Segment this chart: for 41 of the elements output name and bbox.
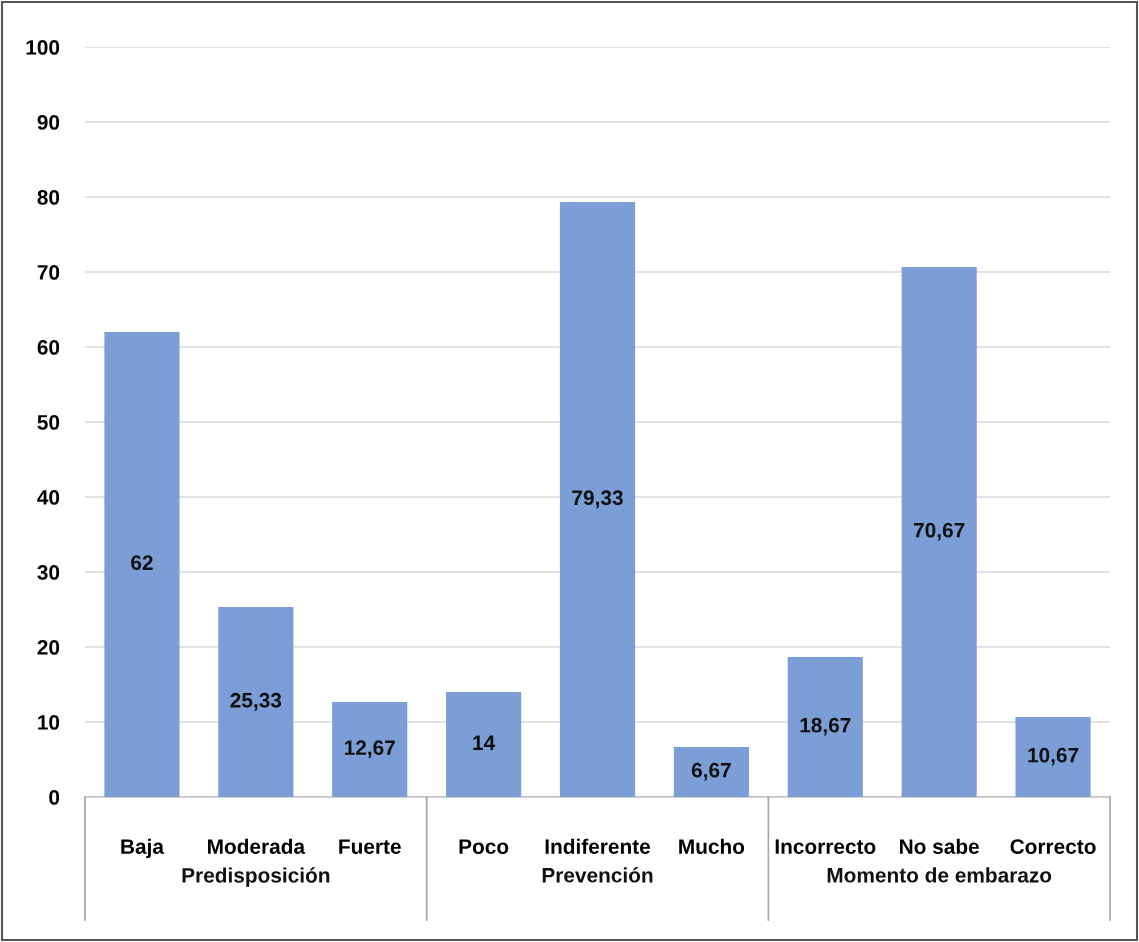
data-label: 10,67 [1028, 747, 1079, 766]
bar [901, 266, 977, 797]
x-tick-label: Baja [121, 838, 165, 859]
text: Momento de embarazo [827, 867, 1052, 883]
x-tick-label: Incorrecto [775, 839, 876, 854]
data-label: 12,67 [344, 740, 395, 759]
bar [559, 202, 636, 797]
y-tick-label: 100 [26, 40, 60, 55]
bar [787, 656, 863, 797]
y-tick-label: 20 [37, 640, 60, 655]
data-label: 25,33 [230, 692, 282, 711]
x-tick-label: Indiferente [545, 838, 651, 854]
data-label: 62 [131, 555, 153, 571]
y-tick-label: 80 [37, 190, 60, 205]
y-tick-label: 40 [37, 490, 60, 505]
y-tick-label: 50 [37, 415, 60, 430]
data-label: 6,67 [691, 762, 731, 781]
y-tick-label: 0 [49, 790, 60, 805]
data-label: 14 [473, 735, 496, 750]
bar [446, 692, 522, 797]
y-tick-label: 10 [38, 715, 60, 730]
text: Prevención [542, 867, 653, 883]
data-label: 18,67 [800, 717, 851, 736]
data-label: 70,67 [914, 522, 965, 541]
x-tick-label: Mucho [679, 838, 745, 854]
y-tick-label: 30 [37, 565, 60, 580]
x-tick-label: Fuerte [339, 839, 401, 854]
x-tick-label: Moderada [208, 838, 306, 854]
x-tick-label: No sabe [900, 838, 979, 854]
bar [673, 746, 749, 797]
y-tick-label: 70 [37, 265, 60, 280]
bar [218, 607, 294, 797]
text: Predisposición [182, 867, 330, 887]
x-tick-label: Poco [459, 839, 509, 854]
bar [332, 701, 408, 797]
x-tick-label: Correcto [1010, 839, 1096, 854]
bar [1015, 716, 1091, 797]
data-label: 79,33 [572, 490, 623, 509]
bar [104, 332, 180, 797]
y-tick-label: 90 [37, 115, 60, 130]
y-tick-label: 60 [37, 340, 60, 355]
